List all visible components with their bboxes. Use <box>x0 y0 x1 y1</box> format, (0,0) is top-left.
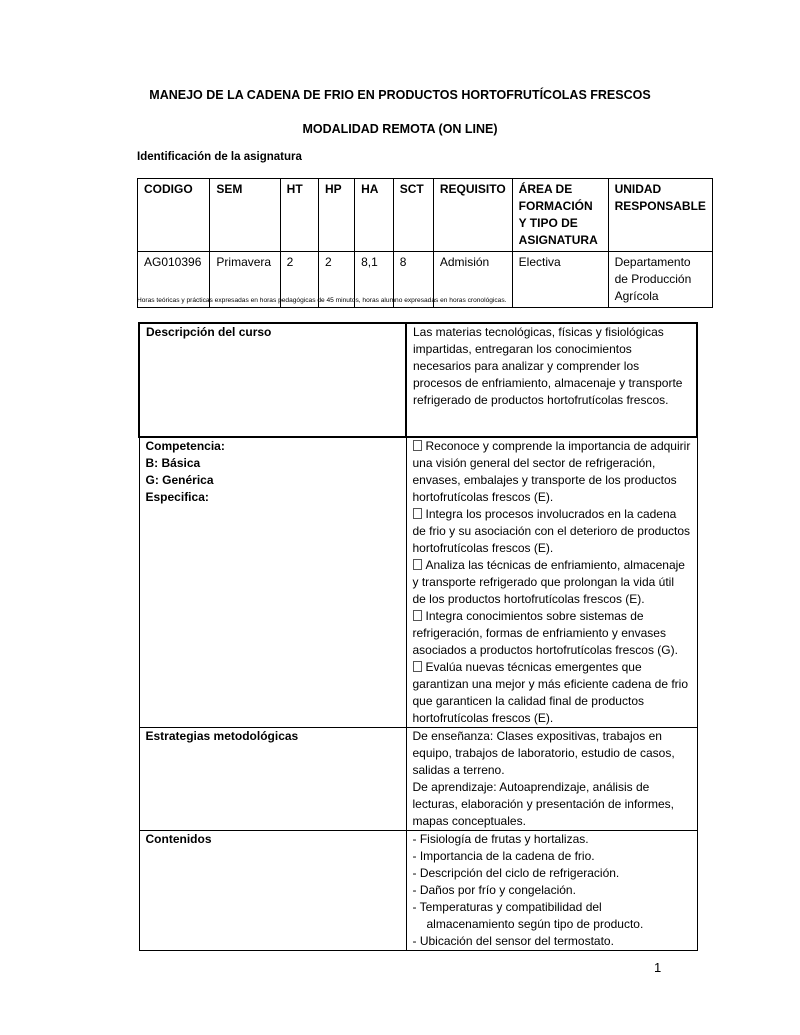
table-header-row: CODIGO SEM HT HP HA SCT REQUISITO ÁREA D… <box>136 178 714 252</box>
label-line: Competencia: <box>145 439 225 453</box>
cell-ht: 2 <box>279 251 319 308</box>
list-item: - Ubicación del sensor del termostato. <box>412 934 614 948</box>
header-cell: HP <box>317 178 356 252</box>
page-number: 1 <box>654 960 662 975</box>
item-text: Evalúa nuevas técnicas emergentes que ga… <box>412 660 689 725</box>
cell-unidad: Departamento de Producción Agrícola <box>607 251 714 308</box>
list-item: Analiza las técnicas de enfriamiento, al… <box>412 557 691 608</box>
list-item: - Importancia de la cadena de frio. <box>412 849 595 863</box>
missing-glyph-icon <box>412 610 422 621</box>
section-heading: Identificación de la asignatura <box>137 151 302 163</box>
cell-area: Electiva <box>511 251 609 308</box>
cell-codigo: AG010396 <box>136 251 211 308</box>
list-item: Evalúa nuevas técnicas emergentes que ga… <box>412 659 691 727</box>
header-cell: UNIDAD RESPONSABLE <box>607 178 714 252</box>
item-text: Analiza las técnicas de enfriamiento, al… <box>412 558 685 606</box>
label-line: Especifica: <box>145 490 209 504</box>
value-contenidos: - Fisiología de frutas y hortalizas. - I… <box>405 830 698 951</box>
item-text: Reconoce y comprende la importancia de a… <box>412 439 691 504</box>
table-row-contenidos: Contenidos - Fisiología de frutas y hort… <box>138 830 698 951</box>
list-item: - Descripción del ciclo de refrigeración… <box>412 866 620 880</box>
header-cell: SEM <box>209 178 281 252</box>
label-line: B: Básica <box>145 456 201 470</box>
cell-sem: Primavera <box>209 251 281 308</box>
list-item: - Fisiología de frutas y hortalizas. <box>412 832 589 846</box>
list-item: Reconoce y comprende la importancia de a… <box>412 438 691 506</box>
header-cell: REQUISITO <box>432 178 513 252</box>
label-contenidos: Contenidos <box>138 830 407 951</box>
header-cell: HA <box>354 178 394 252</box>
table-row-competencia: Competencia: B: Básica G: Genérica Espec… <box>138 436 698 728</box>
table-row-estrategias: Estrategias metodológicas De enseñanza: … <box>138 727 698 831</box>
list-item: Integra conocimientos sobre sistemas de … <box>412 608 691 659</box>
missing-glyph-icon <box>412 508 422 519</box>
list-item: Integra los procesos involucrados en la … <box>412 506 691 557</box>
header-cell: SCT <box>392 178 434 252</box>
missing-glyph-icon <box>412 661 422 672</box>
paragraph: De aprendizaje: Autoaprendizaje, análisi… <box>412 780 674 828</box>
cell-sct: 8 <box>392 251 434 308</box>
list-item: - Daños por frío y congelación. <box>412 883 576 897</box>
document-subtitle: MODALIDAD REMOTA (ON LINE) <box>302 122 498 136</box>
missing-glyph-icon <box>412 559 422 570</box>
label-competencia: Competencia: B: Básica G: Genérica Espec… <box>138 436 407 728</box>
header-cell: CODIGO <box>136 178 211 252</box>
table-row: AG010396 Primavera 2 2 8,1 8 Admisión El… <box>136 251 714 308</box>
label-line: G: Genérica <box>145 473 214 487</box>
value-descripcion: Las materias tecnológicas, físicas y fis… <box>405 322 698 438</box>
missing-glyph-icon <box>412 440 422 451</box>
course-table: Descripción del curso Las materias tecno… <box>138 322 698 951</box>
label-descripcion: Descripción del curso <box>138 322 407 438</box>
label-estrategias: Estrategias metodológicas <box>138 727 407 831</box>
table-row-descripcion: Descripción del curso Las materias tecno… <box>138 322 698 438</box>
cell-hp: 2 <box>317 251 356 308</box>
identification-table: CODIGO SEM HT HP HA SCT REQUISITO ÁREA D… <box>136 178 714 308</box>
list-item: - Temperaturas y compatibilidad del alma… <box>412 900 644 931</box>
document-title: MANEJO DE LA CADENA DE FRIO EN PRODUCTOS… <box>149 88 651 102</box>
header-cell: HT <box>279 178 319 252</box>
footnote: Horas teóricas y prácticas expresadas en… <box>137 297 507 304</box>
value-competencias: Reconoce y comprende la importancia de a… <box>405 436 698 728</box>
value-estrategias: De enseñanza: Clases expositivas, trabaj… <box>405 727 698 831</box>
item-text: Integra los procesos involucrados en la … <box>412 507 691 555</box>
cell-requisito: Admisión <box>432 251 513 308</box>
header-cell: ÁREA DE FORMACIÓN Y TIPO DE ASIGNATURA <box>511 178 609 252</box>
item-text: Integra conocimientos sobre sistemas de … <box>412 609 678 657</box>
paragraph: De enseñanza: Clases expositivas, trabaj… <box>412 729 675 777</box>
